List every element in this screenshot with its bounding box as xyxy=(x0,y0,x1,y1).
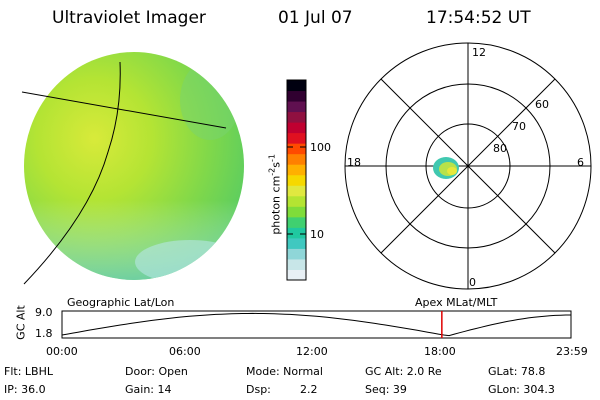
colorbar-tick-100: 100 xyxy=(310,141,331,154)
uv-image-disk xyxy=(21,52,244,285)
timeline-tick-1800: 18:00 xyxy=(424,345,456,358)
ip-info: IP: 36.0 xyxy=(4,383,46,396)
colorbar-band xyxy=(287,153,306,165)
colorbar-unit-label: photon cm-2s-1 xyxy=(268,140,283,248)
colorbar-band xyxy=(287,174,306,186)
mlt-label-12: 12 xyxy=(472,46,486,59)
unit-exp2: -1 xyxy=(267,154,277,162)
colorbar-band xyxy=(287,237,306,249)
unit-s: s xyxy=(269,161,283,168)
colorbar-band xyxy=(287,143,306,155)
mlt-label-18: 18 xyxy=(347,156,361,169)
colorbar-band xyxy=(287,132,306,144)
colorbar-band xyxy=(287,111,306,123)
instrument-title: Ultraviolet Imager xyxy=(52,8,206,28)
polar-aurora-patch xyxy=(433,157,459,179)
mlt-label-6: 6 xyxy=(577,156,584,169)
colorbar-band xyxy=(287,101,306,113)
dsp-value: 2.2 xyxy=(300,383,318,396)
colorbar-ticks xyxy=(287,146,306,235)
timeline-tick-0000: 00:00 xyxy=(46,345,78,358)
timeline-left-title: Geographic Lat/Lon xyxy=(67,296,175,309)
colorbar-band xyxy=(287,248,306,260)
glon-info: GLon: 304.3 xyxy=(488,383,555,396)
timeline-ymin: 1.8 xyxy=(35,327,53,340)
mode-info: Mode: Normal xyxy=(246,365,323,378)
door-info: Door: Open xyxy=(125,365,188,378)
seq-info: Seq: 39 xyxy=(365,383,407,396)
lat-label-80: 80 xyxy=(493,142,507,155)
colorbar-band xyxy=(287,90,306,102)
unit-exp1: -2 xyxy=(267,167,277,176)
colorbar-band xyxy=(287,80,306,92)
colorbar-band xyxy=(287,164,306,176)
timeline-ylabel: GC Alt xyxy=(14,305,28,340)
colorbar-band xyxy=(287,216,306,228)
mlt-label-0: 0 xyxy=(469,276,476,289)
timeline-tick-0600: 06:00 xyxy=(169,345,201,358)
time-label: 17:54:52 UT xyxy=(426,8,531,28)
colorbar-band xyxy=(287,206,306,218)
glat-info: GLat: 78.8 xyxy=(488,365,546,378)
colorbar-frame xyxy=(286,79,307,281)
dsp-label: Dsp: xyxy=(246,383,271,396)
timeline-tick-2359: 23:59 xyxy=(556,345,588,358)
timeline-plot xyxy=(61,310,572,339)
geographic-grid xyxy=(21,61,227,285)
unit-main: photon cm xyxy=(269,175,283,235)
colorbar xyxy=(286,79,307,281)
gc-alt-info: GC Alt: 2.0 Re xyxy=(365,365,442,378)
timeline-tick-1200: 12:00 xyxy=(296,345,328,358)
polar-plot xyxy=(344,42,592,290)
gain-info: Gain: 14 xyxy=(125,383,172,396)
filter-info: Flt: LBHL xyxy=(4,365,53,378)
date-label: 01 Jul 07 xyxy=(278,8,353,28)
colorbar-band xyxy=(287,227,306,239)
colorbar-band xyxy=(287,258,306,270)
colorbar-band xyxy=(287,195,306,207)
colorbar-band xyxy=(287,122,306,134)
timeline-right-title: Apex MLat/MLT xyxy=(415,296,498,309)
lat-label-60: 60 xyxy=(535,98,549,111)
colorbar-band xyxy=(287,269,306,281)
colorbar-band xyxy=(287,185,306,197)
timeline-ymax: 9.0 xyxy=(35,306,53,319)
lat-label-70: 70 xyxy=(512,120,526,133)
colorbar-tick-10: 10 xyxy=(310,228,324,241)
